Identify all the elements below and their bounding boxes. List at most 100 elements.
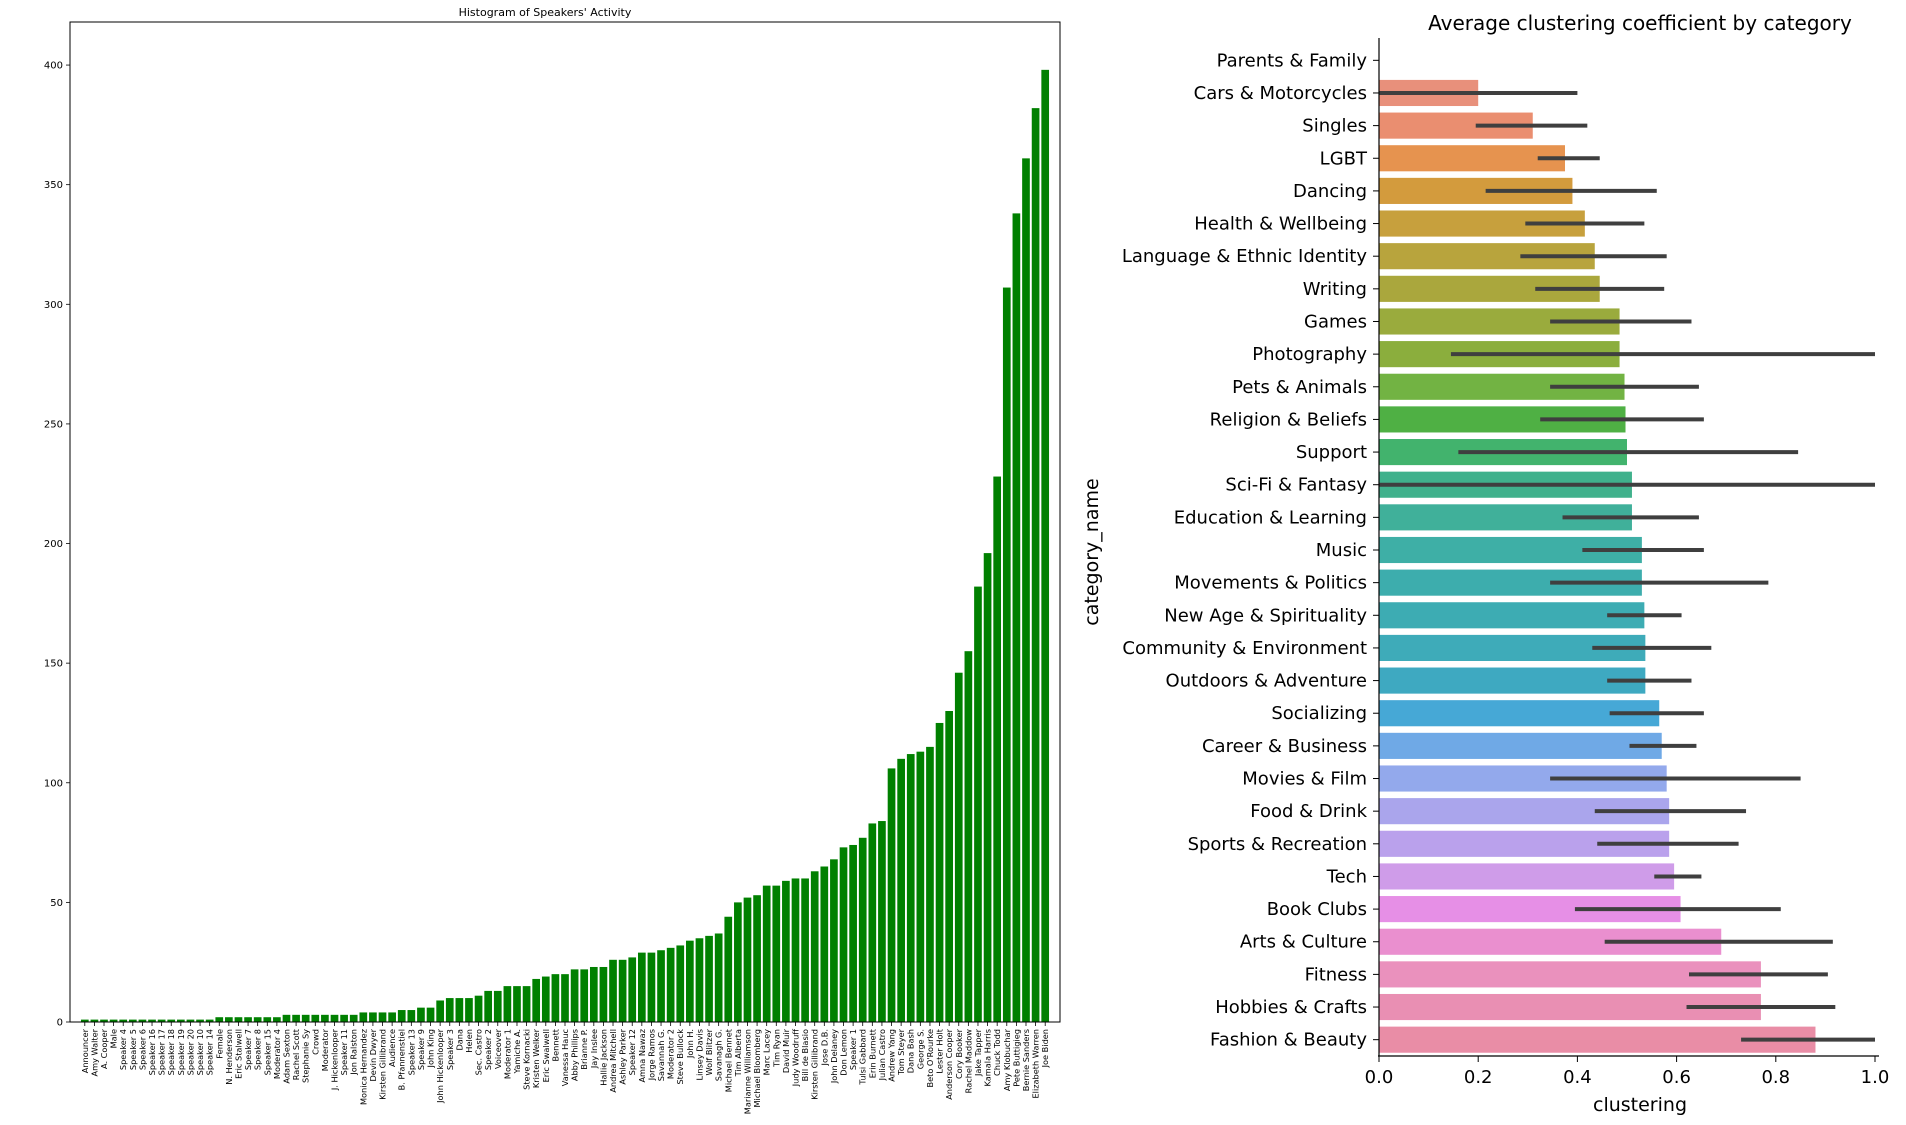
bar — [1012, 213, 1021, 1022]
bar — [311, 1014, 320, 1022]
bar — [858, 837, 867, 1022]
y-tick-label: Sci-Fi & Fantasy — [1225, 475, 1367, 496]
bar — [868, 823, 877, 1022]
bar — [426, 1007, 435, 1022]
bar — [705, 935, 713, 1022]
x-tick-label: Savannah G. — [656, 1029, 666, 1081]
bar — [983, 553, 992, 1022]
y-tick-label: 250 — [44, 419, 63, 430]
x-tick-label: Female — [214, 1029, 224, 1059]
x-tick-label: Speaker 3 — [445, 1029, 455, 1070]
x-tick-label: John King — [426, 1029, 436, 1068]
x-tick-label: Andrea Mitchell — [608, 1029, 618, 1093]
x-tick-label: Savanagh G. — [714, 1029, 724, 1081]
y-tick-label: 350 — [44, 180, 63, 191]
bar — [589, 966, 598, 1022]
x-tick-label: Speaker 7 — [243, 1029, 253, 1070]
bar — [349, 1014, 358, 1022]
x-tick-label: Erin Burnett — [867, 1028, 877, 1078]
bar — [1041, 69, 1050, 1022]
bar — [849, 844, 857, 1022]
x-tick-label: Speaker 18 — [166, 1029, 176, 1075]
x-tick-label: Monica Hernandez — [358, 1029, 368, 1105]
y-tick-label: 0 — [57, 1018, 63, 1029]
x-tick-label: Marianne Williamson — [742, 1029, 752, 1114]
x-tick-label: Michael Bloomberg — [752, 1029, 762, 1108]
bar — [234, 1017, 243, 1022]
bar — [445, 998, 454, 1022]
bar — [647, 952, 656, 1022]
x-tick-label: Michael Bennet — [723, 1028, 733, 1092]
y-tick-label: Games — [1304, 311, 1367, 332]
y-tick-label: 300 — [44, 300, 63, 311]
bar — [1379, 602, 1645, 629]
bar — [628, 957, 637, 1022]
x-tick-label: Anderson Cooper — [944, 1028, 954, 1099]
x-tick-label: Crowd — [310, 1029, 320, 1055]
chart-title: Histogram of Speakers' Activity — [459, 6, 632, 19]
y-tick-label: Health & Wellbeing — [1194, 214, 1367, 235]
x-tick-label: 0.2 — [1464, 1067, 1493, 1088]
bar — [724, 916, 733, 1022]
bar — [618, 959, 627, 1022]
x-tick-label: Speaker 2 — [483, 1029, 493, 1070]
bar — [1379, 667, 1646, 694]
bar — [964, 651, 973, 1022]
y-tick-label: LGBT — [1320, 148, 1368, 169]
x-tick-label: Dana — [454, 1029, 464, 1051]
x-tick-label: Amy Walter — [89, 1028, 99, 1076]
x-tick-label: Jon Ralston — [349, 1029, 359, 1076]
x-tick-label: Joe Biden — [1040, 1029, 1050, 1068]
x-tick-label: Devin Dwyer — [368, 1028, 378, 1081]
bar — [186, 1019, 195, 1022]
bar — [417, 1007, 425, 1022]
y-tick-label: Fitness — [1305, 964, 1367, 985]
x-tick-label: Speaker 4 — [118, 1029, 128, 1070]
x-tick-label: Tulsi Gabbard — [858, 1029, 868, 1086]
x-tick-label: Moderator 1 — [502, 1029, 512, 1079]
x-tick-label: Speaker 10 — [195, 1029, 205, 1075]
x-tick-label: Helen — [464, 1029, 474, 1053]
bar — [263, 1017, 272, 1022]
bar — [926, 746, 934, 1022]
plot-frame — [69, 21, 1061, 1023]
y-tick-label: Movies & Film — [1242, 769, 1367, 790]
bar — [1379, 863, 1675, 890]
bar — [916, 751, 925, 1022]
bar — [772, 885, 781, 1022]
bar — [1031, 108, 1040, 1023]
x-tick-label: 0.6 — [1662, 1067, 1691, 1088]
y-tick-label: Tech — [1326, 866, 1367, 887]
bar — [830, 859, 838, 1022]
bar — [455, 998, 464, 1022]
bar — [369, 1012, 377, 1022]
y-axis: 0 50 100 150 200 250 300 350 400 — [44, 61, 70, 1029]
x-tick-label: Linsey Davis — [694, 1029, 704, 1080]
x-tick-label: Moderator 2 — [666, 1029, 676, 1079]
x-tick-label: Elizabeth Warren — [1031, 1029, 1041, 1099]
x-tick-label: Moderator — [320, 1028, 330, 1071]
y-tick-label: Parents & Family — [1217, 50, 1368, 71]
y-tick-label: 50 — [50, 898, 63, 909]
y-tick-label: Hobbies & Crafts — [1215, 997, 1367, 1018]
bar — [359, 1012, 368, 1022]
speakers-activity-histogram: Histogram of Speakers' Activity 0 50 100 15… — [44, 6, 1061, 1114]
x-tick-label: Stephanie Sy — [301, 1029, 311, 1083]
clustering-by-category-chart: Average clustering coefficient by catego… — [1081, 11, 1889, 1116]
bar — [513, 986, 521, 1022]
x-tick-label: Rachel Maddow — [963, 1029, 973, 1094]
bar — [551, 974, 560, 1022]
bar — [292, 1014, 300, 1022]
bar — [897, 758, 905, 1022]
bar — [109, 1019, 118, 1022]
bar — [580, 969, 589, 1022]
bar — [388, 1012, 396, 1022]
y-tick-label: Food & Drink — [1250, 801, 1367, 822]
bar — [714, 933, 723, 1022]
bar — [407, 1010, 416, 1022]
bar — [637, 952, 646, 1022]
bar — [522, 986, 531, 1022]
chart-title: Average clustering coefficient by catego… — [1428, 11, 1852, 35]
x-tick-label: Bennett — [550, 1028, 560, 1061]
